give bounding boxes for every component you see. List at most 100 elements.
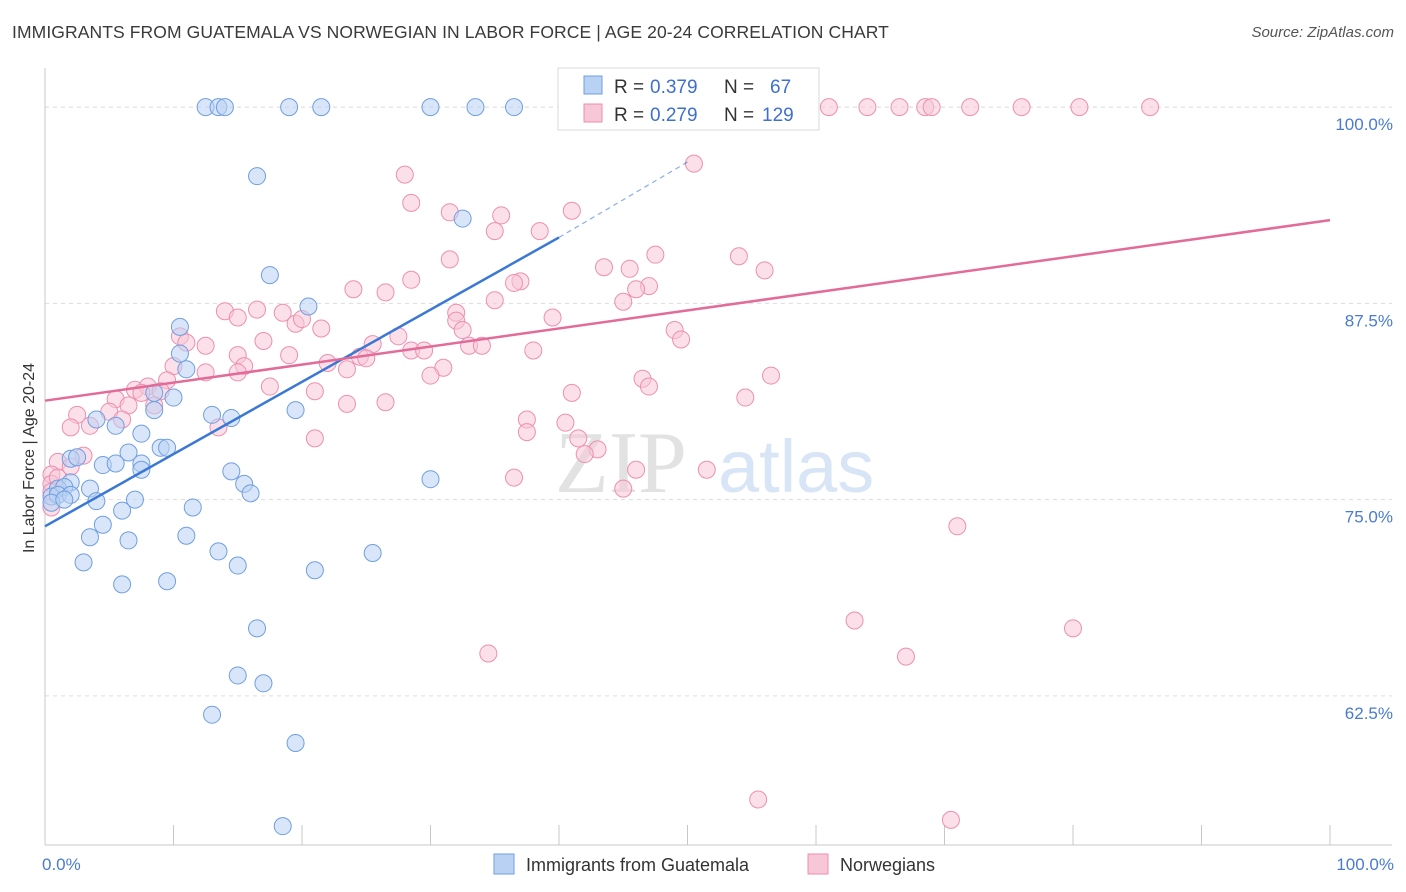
y-tick-label: 87.5% [1345, 311, 1393, 330]
norwegians-point [472, 336, 491, 355]
x-tick-label-min: 0.0% [42, 855, 81, 874]
guatemala-point [132, 424, 151, 443]
guatemala-point [273, 817, 292, 836]
axes [44, 68, 1392, 846]
norwegians-point [402, 193, 421, 212]
guatemala-point [203, 705, 222, 724]
bottom-legend-label-norwegians: Norwegians [840, 855, 935, 875]
guatemala-points [42, 98, 524, 836]
norwegians-point [485, 222, 504, 241]
legend-swatch-guatemala [583, 75, 603, 95]
legend-r-label-norwegians: R = [614, 105, 649, 126]
guatemala-point [93, 515, 112, 534]
norwegians-point [273, 303, 292, 322]
bottom-legend-swatch-norwegians [807, 853, 829, 875]
legend-r-label-guatemala: R = [614, 77, 649, 98]
watermark-zip: ZIP [555, 415, 687, 512]
guatemala-point [170, 317, 189, 336]
norwegians-point [492, 206, 511, 225]
y-tick-label: 100.0% [1335, 115, 1393, 134]
guatemala-point [68, 448, 87, 467]
norwegians-point [858, 98, 877, 117]
guatemala-point [177, 360, 196, 379]
guatemala-point [87, 410, 106, 429]
bottom-legend: Immigrants from Guatemala Norwegians [493, 853, 935, 875]
norwegians-point [505, 273, 524, 292]
norwegians-point [376, 393, 395, 412]
guatemala-point [125, 490, 144, 509]
norwegians-point [337, 360, 356, 379]
norwegians-point [421, 366, 440, 385]
guatemala-trend-line [44, 236, 560, 528]
norwegians-point [415, 341, 434, 360]
norwegians-point [614, 292, 633, 311]
guatemala-point [158, 572, 177, 591]
norwegians-point [672, 330, 691, 349]
norwegians-point [376, 283, 395, 302]
guatemala-point [113, 501, 132, 520]
norwegians-point [312, 319, 331, 338]
norwegians-point [697, 460, 716, 479]
norwegians-point [1012, 98, 1031, 117]
guatemala-point [222, 462, 241, 481]
y-tick-label: 62.5% [1345, 704, 1393, 723]
guatemala-point [106, 454, 125, 473]
guatemala-point [305, 561, 324, 580]
norwegians-point [684, 154, 703, 173]
norwegians-point [228, 308, 247, 327]
norwegians-point [260, 377, 279, 396]
watermark-atlas: atlas [718, 425, 874, 508]
legend-swatch-norwegians [583, 103, 603, 123]
chart-title: IMMIGRANTS FROM GUATEMALA VS NORWEGIAN I… [12, 22, 889, 42]
guatemala-point [228, 556, 247, 575]
guatemala-point [286, 401, 305, 420]
trend-lines [44, 161, 1331, 528]
legend-r-value-guatemala: 0.379 [650, 77, 698, 98]
norwegians-point [485, 291, 504, 310]
legend-n-label-guatemala: N = [724, 77, 759, 98]
guatemala-point [228, 666, 247, 685]
guatemala-point [505, 98, 524, 117]
norwegians-point [440, 250, 459, 269]
guatemala-point [453, 209, 472, 228]
guatemala-point [286, 733, 305, 752]
guatemala-trend-extension [558, 161, 688, 238]
guatemala-point [312, 98, 331, 117]
norwegians-point [627, 460, 646, 479]
guatemala-point [241, 484, 260, 503]
legend: R = 0.379 N = 67 R = 0.279 N = 129 [557, 67, 820, 131]
norwegians-point [453, 321, 472, 340]
guatemala-point [170, 344, 189, 363]
norwegians-point [896, 647, 915, 666]
y-axis-label: In Labor Force | Age 20-24 [21, 363, 38, 553]
norwegians-point [562, 383, 581, 402]
norwegians-point [524, 341, 543, 360]
guatemala-point [106, 416, 125, 435]
norwegians-point [614, 479, 633, 498]
guatemala-point [80, 528, 99, 547]
guatemala-point [280, 98, 299, 117]
norwegians-point [845, 611, 864, 630]
legend-n-value-guatemala: 67 [770, 77, 791, 98]
guatemala-point [119, 443, 138, 462]
guatemala-point [215, 98, 234, 117]
norwegians-point [575, 445, 594, 464]
guatemala-point [254, 674, 273, 693]
norwegians-point [196, 336, 215, 355]
guatemala-point [119, 531, 138, 550]
norwegians-point [517, 423, 536, 442]
norwegians-point [627, 280, 646, 299]
guatemala-point [183, 498, 202, 517]
norwegians-point [948, 517, 967, 536]
norwegians-point [762, 366, 781, 385]
guatemala-point [421, 470, 440, 489]
norwegians-point [344, 280, 363, 299]
guatemala-point [164, 388, 183, 407]
norwegians-point [543, 308, 562, 327]
norwegians-point [819, 98, 838, 117]
norwegians-point [556, 413, 575, 432]
norwegians-point [646, 245, 665, 264]
norwegians-point [254, 332, 273, 351]
norwegians-point [594, 258, 613, 277]
y-tick-labels: 62.5% 75.0% 87.5% 100.0% [1335, 115, 1393, 723]
